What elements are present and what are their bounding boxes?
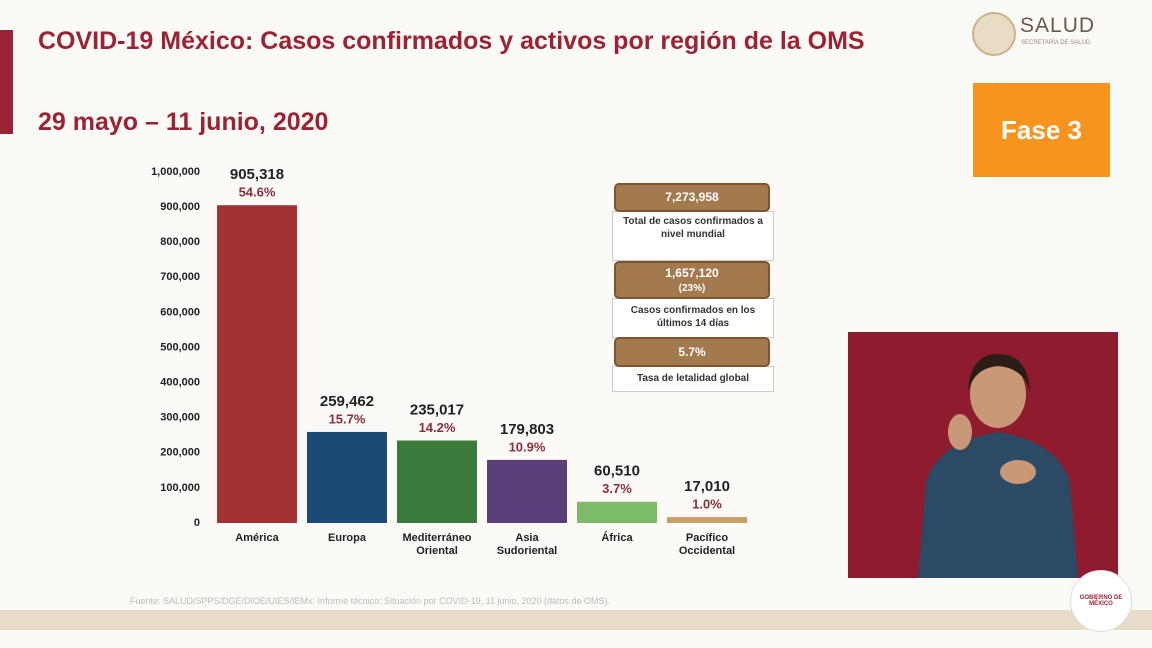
info-caption: Total de casos confirmados a nivel mundi… [623, 216, 763, 240]
x-tick-label: Europa [328, 532, 366, 544]
value-label: 179,803 [500, 421, 554, 438]
value-label: 60,510 [594, 463, 640, 480]
y-tick-label: 1,000,000 [151, 166, 200, 178]
x-tick-label: Pacífico Occidental [678, 532, 736, 557]
info-frame [612, 211, 774, 261]
info-caption: Tasa de letalidad global [636, 373, 750, 384]
y-tick-label: 600,000 [160, 306, 200, 318]
bar [487, 459, 567, 523]
info-value: 7,273,958 [614, 183, 770, 212]
value-label: 905,318 [230, 166, 284, 183]
bar [667, 517, 747, 523]
subtitle: 29 mayo – 11 junio, 2020 [38, 108, 329, 136]
percent-label: 3.7% [602, 481, 632, 496]
logo-seal [972, 12, 1016, 56]
info-value: 5.7% [614, 337, 770, 367]
bar [577, 501, 657, 523]
source: Fuente: SALUD/SPPS/DGE/DIOE/UIES/IEMx: I… [130, 596, 611, 606]
value-label: 17,010 [684, 478, 730, 495]
percent-label: 1.0% [692, 496, 722, 511]
y-tick-label: 300,000 [160, 412, 200, 424]
accent-bar [0, 30, 13, 134]
x-tick-label: Mediterráneo Oriental [402, 532, 472, 557]
y-tick-label: 0 [194, 517, 200, 529]
title: COVID-19 México: Casos confirmados y act… [38, 27, 865, 55]
interpreter-hand [1000, 460, 1036, 484]
y-tick-label: 400,000 [160, 377, 200, 389]
value-label: 235,017 [410, 401, 464, 418]
government-logo: GOBIERNO DE MÉXICO [1070, 570, 1132, 632]
bar [307, 431, 387, 523]
y-tick-label: 100,000 [160, 482, 200, 494]
value-label: 259,462 [320, 393, 374, 410]
interpreter-face [970, 360, 1026, 428]
info-detail: (23%) [678, 283, 706, 294]
footer-band [0, 610, 1152, 630]
y-tick-label: 800,000 [160, 236, 200, 248]
logo-name: SALUD [1020, 14, 1096, 37]
y-tick-label: 200,000 [160, 447, 200, 459]
y-tick-label: 500,000 [160, 341, 200, 353]
interpreter-body [918, 432, 1078, 578]
percent-label: 14.2% [419, 420, 456, 435]
interpreter-hand [948, 414, 972, 450]
percent-label: 10.9% [509, 439, 546, 454]
y-tick-label: 700,000 [160, 271, 200, 283]
x-tick-label: África [601, 532, 633, 544]
y-tick-label: 900,000 [160, 201, 200, 213]
interpreter-video [848, 332, 1118, 578]
x-tick-label: América [235, 532, 279, 544]
bar [397, 440, 477, 523]
percent-label: 54.6% [239, 185, 276, 200]
logo-subtitle: SECRETARÍA DE SALUD [1021, 40, 1091, 46]
info-caption: Casos confirmados en los últimos 14 días [630, 305, 756, 329]
bar [217, 205, 297, 523]
info-value: 1,657,120 [665, 266, 719, 280]
phase-badge: Fase 3 [973, 83, 1110, 177]
interpreter-hair [968, 354, 1030, 392]
percent-label: 15.7% [329, 411, 366, 426]
info-value-box: 1,657,120 (23%) [614, 261, 770, 299]
x-tick-label: Asia Sudoriental [496, 532, 558, 557]
